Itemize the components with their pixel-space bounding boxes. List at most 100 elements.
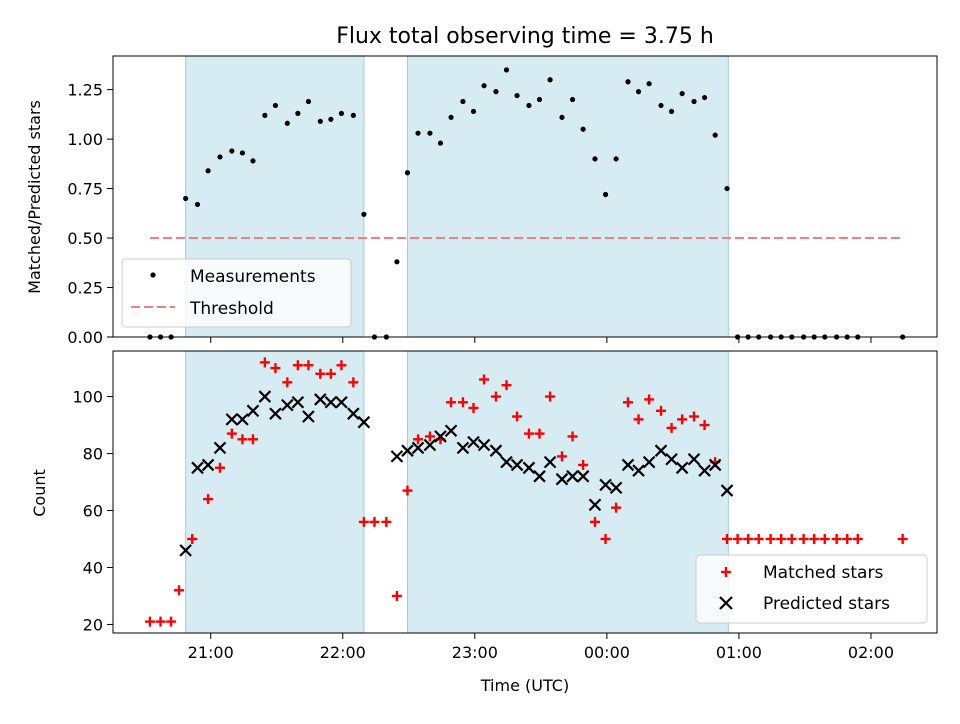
matched-point [501,380,512,391]
matched-point [336,360,347,371]
predicted-point [444,424,458,438]
bottom-x-ticks: 21:00 22:00 23:00 00:00 01:00 02:00 [188,633,894,662]
predicted-point [720,484,734,497]
matched-point [677,414,688,425]
predicted-point [179,544,192,557]
matched-point [897,534,908,544]
measurement-point [250,158,256,164]
x-tick-label: 22:00 [320,643,366,662]
matched-point [523,428,534,439]
measurement-point [338,110,345,116]
measurement-point [229,148,235,154]
matched-point [303,360,314,371]
matched-point [358,516,369,527]
measurement-point [635,89,642,95]
bottom-y-tick-label: 20 [83,615,103,634]
measurement-point [460,98,466,105]
matched-point [578,459,589,470]
matched-point [468,402,479,413]
top-y-tick-label: 0.75 [67,180,103,199]
top-axes-frame [112,55,938,338]
matched-point [633,414,644,425]
matched-point [567,431,578,442]
top-legend: Measurements Threshold [121,258,352,328]
measurement-point [361,211,367,217]
predicted-point [236,413,249,426]
measurement-point [646,81,652,87]
x-tick-label: 00:00 [584,643,630,662]
measurement-point [613,156,619,162]
predicted-point [456,441,470,455]
matched-point [611,502,622,513]
matched-point [842,534,853,544]
measurement-point [592,156,598,162]
matched-point [753,534,764,544]
matched-point [809,534,820,544]
predicted-point [423,438,437,452]
measurement-point [404,170,411,176]
matched-point [656,405,667,416]
predicted-point [302,410,315,423]
measurement-point [427,130,433,136]
legend-threshold-label: Threshold [189,299,274,319]
measurement-point [658,102,664,109]
predicted-point [599,478,612,492]
top-legend-box [121,258,352,328]
chart-title: Flux total observing time = 3.75 h [336,24,714,49]
measurement-point [679,90,685,97]
matched-point [144,616,155,627]
bottom-panel: 20 40 60 80 100 21:00 22:00 23:00 00:00 01:00 02:… [30,350,938,695]
matched-point [174,585,185,596]
matched-point [534,428,545,439]
measurement-point [481,83,487,89]
measurement-point [183,195,189,202]
matched-point [512,411,523,422]
top-y-axis-label: Matched/Predicted stars [25,100,44,294]
measurement-point [569,96,576,103]
measurement-point [350,112,356,118]
predicted-point [588,498,602,512]
predicted-point [543,455,557,469]
predicted-point [632,464,645,477]
legend-measurements-label: Measurements [190,267,316,287]
measurement-point [526,102,532,109]
predicted-point [411,441,425,455]
matched-point [282,377,293,388]
measurement-point [194,201,201,208]
measurement-point [205,168,211,174]
predicted-point [434,430,447,443]
matched-point [819,534,830,544]
measurement-point [559,114,565,120]
matched-point [214,462,225,473]
legend-measurements-marker [150,272,156,278]
x-axis-label: Time (UTC) [480,676,569,695]
matched-point [722,534,733,544]
predicted-point [477,438,491,452]
matched-point [446,397,457,408]
predicted-point [258,390,272,403]
predicted-point [675,461,689,475]
matched-point [852,534,863,544]
matched-point [226,428,237,439]
predicted-point [555,472,569,486]
matched-point [623,397,633,408]
legend-predicted-marker [719,596,733,610]
measurement-point [712,132,718,138]
predicted-point [401,444,414,457]
bottom-y-tick-label: 100 [72,388,103,407]
measurement-point [691,98,697,105]
top-y-tick-label: 0.00 [67,328,103,347]
matched-point [369,516,380,527]
matched-point [391,590,402,601]
matched-point [589,516,600,527]
predicted-point [246,404,260,418]
matched-point [479,374,490,385]
matched-point [270,363,281,374]
matched-point [325,368,336,379]
predicted-point [335,395,348,409]
matched-point [600,534,611,544]
x-tick-label: 02:00 [848,643,894,662]
legend-matched-label: Matched stars [763,563,883,583]
predicted-point [281,398,294,412]
